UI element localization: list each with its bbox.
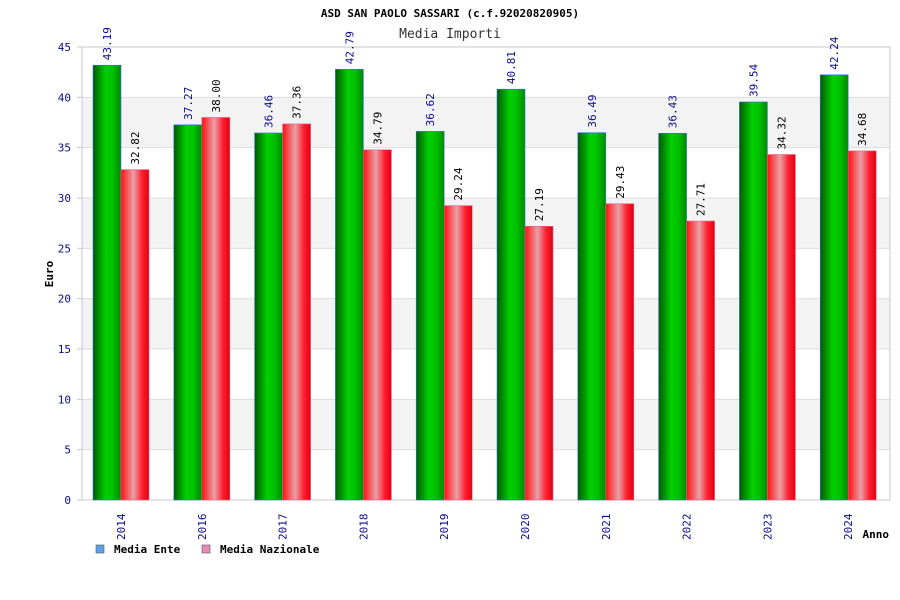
x-tick-label: 2020 [519, 514, 532, 541]
bar-media-ente [577, 132, 607, 501]
bar-media-nazionale [363, 149, 392, 501]
bar-media-ente [173, 124, 203, 501]
bar-value-label: 36.49 [586, 95, 599, 128]
x-tick-label: 2022 [681, 514, 694, 541]
bar-value-label: 40.81 [505, 51, 518, 84]
y-tick-label: 10 [58, 393, 71, 406]
x-tick-label: 2019 [438, 514, 451, 541]
plot-frame [81, 46, 891, 501]
bar-media-ente [658, 132, 687, 501]
bar-media-nazionale [524, 225, 554, 501]
legend-swatch [95, 544, 105, 554]
bar-value-label: 32.82 [129, 131, 142, 164]
y-tick-label: 15 [58, 343, 71, 356]
bar-value-label: 43.19 [101, 27, 114, 60]
bar-value-label: 29.43 [614, 166, 627, 199]
y-tick-label: 0 [64, 494, 71, 507]
bar-value-label: 36.46 [263, 95, 276, 128]
bar-value-label: 37.36 [291, 86, 304, 119]
bar-value-label: 34.68 [856, 113, 869, 146]
bar-media-nazionale [686, 220, 715, 501]
y-tick-label: 35 [58, 142, 71, 155]
y-axis-label: Euro [43, 260, 56, 287]
y-tick-label: 25 [58, 242, 71, 255]
legend-label: Media Ente [114, 543, 181, 556]
bar-value-label: 34.79 [371, 112, 384, 145]
chart-subtitle: Media Importi [399, 27, 501, 42]
bar-value-label: 42.24 [828, 36, 841, 69]
bar-media-nazionale [767, 154, 796, 501]
bar-media-ente [415, 131, 445, 501]
legend-label: Media Nazionale [220, 543, 320, 556]
bar-value-label: 34.32 [775, 116, 788, 149]
bar-media-ente [335, 68, 364, 501]
x-tick-label: 2016 [196, 514, 209, 541]
x-tick-label: 2017 [277, 514, 290, 541]
x-tick-label: 2014 [115, 513, 128, 540]
bar-value-label: 27.71 [695, 183, 708, 216]
y-tick-label: 45 [58, 41, 71, 54]
y-tick-label: 30 [58, 192, 71, 205]
bar-media-ente [496, 88, 526, 501]
bar-media-nazionale [120, 169, 150, 501]
x-tick-label: 2023 [761, 514, 774, 541]
bar-media-ente [739, 101, 768, 501]
x-tick-label: 2018 [357, 514, 370, 541]
bar-value-label: 36.62 [424, 93, 437, 126]
bar-media-nazionale [605, 203, 635, 501]
y-tick-label: 40 [58, 91, 71, 104]
bar-media-nazionale [282, 123, 311, 501]
x-axis-ticks: 2014 2016 2017 2018 2019 2020 2021 2022 2023 2024 [115, 513, 855, 540]
bar-media-ente [819, 74, 849, 501]
bar-media-ente [92, 64, 122, 501]
bar-media-nazionale [201, 117, 231, 501]
chart-title: ASD SAN PAOLO SASSARI (c.f.92020820905) [321, 7, 579, 20]
bar-value-label: 39.54 [747, 63, 760, 96]
x-tick-label: 2024 [842, 513, 855, 540]
x-axis-label: Anno [863, 528, 890, 541]
bar-media-nazionale [847, 150, 877, 501]
bars [92, 64, 877, 501]
legend: Media Ente Media Nazionale [95, 543, 320, 556]
bar-value-label: 27.19 [533, 188, 546, 221]
bar-media-nazionale [443, 205, 473, 501]
legend-swatch [201, 544, 211, 554]
bar-value-label: 36.43 [667, 95, 680, 128]
value-labels: 43.19 32.82 37.27 38.00 36.46 37.36 42.79 34.79… [101, 27, 869, 221]
bar-value-label: 42.79 [343, 31, 356, 64]
y-tick-label: 20 [58, 293, 71, 306]
bar-value-label: 29.24 [452, 167, 465, 200]
x-tick-label: 2021 [600, 514, 613, 541]
bar-media-ente [254, 132, 283, 501]
bar-value-label: 37.27 [182, 87, 195, 120]
y-tick-label: 5 [64, 444, 71, 457]
y-axis-ticks: 0 5 10 15 20 25 30 35 40 45 [58, 41, 82, 507]
bar-value-label: 38.00 [210, 79, 223, 112]
